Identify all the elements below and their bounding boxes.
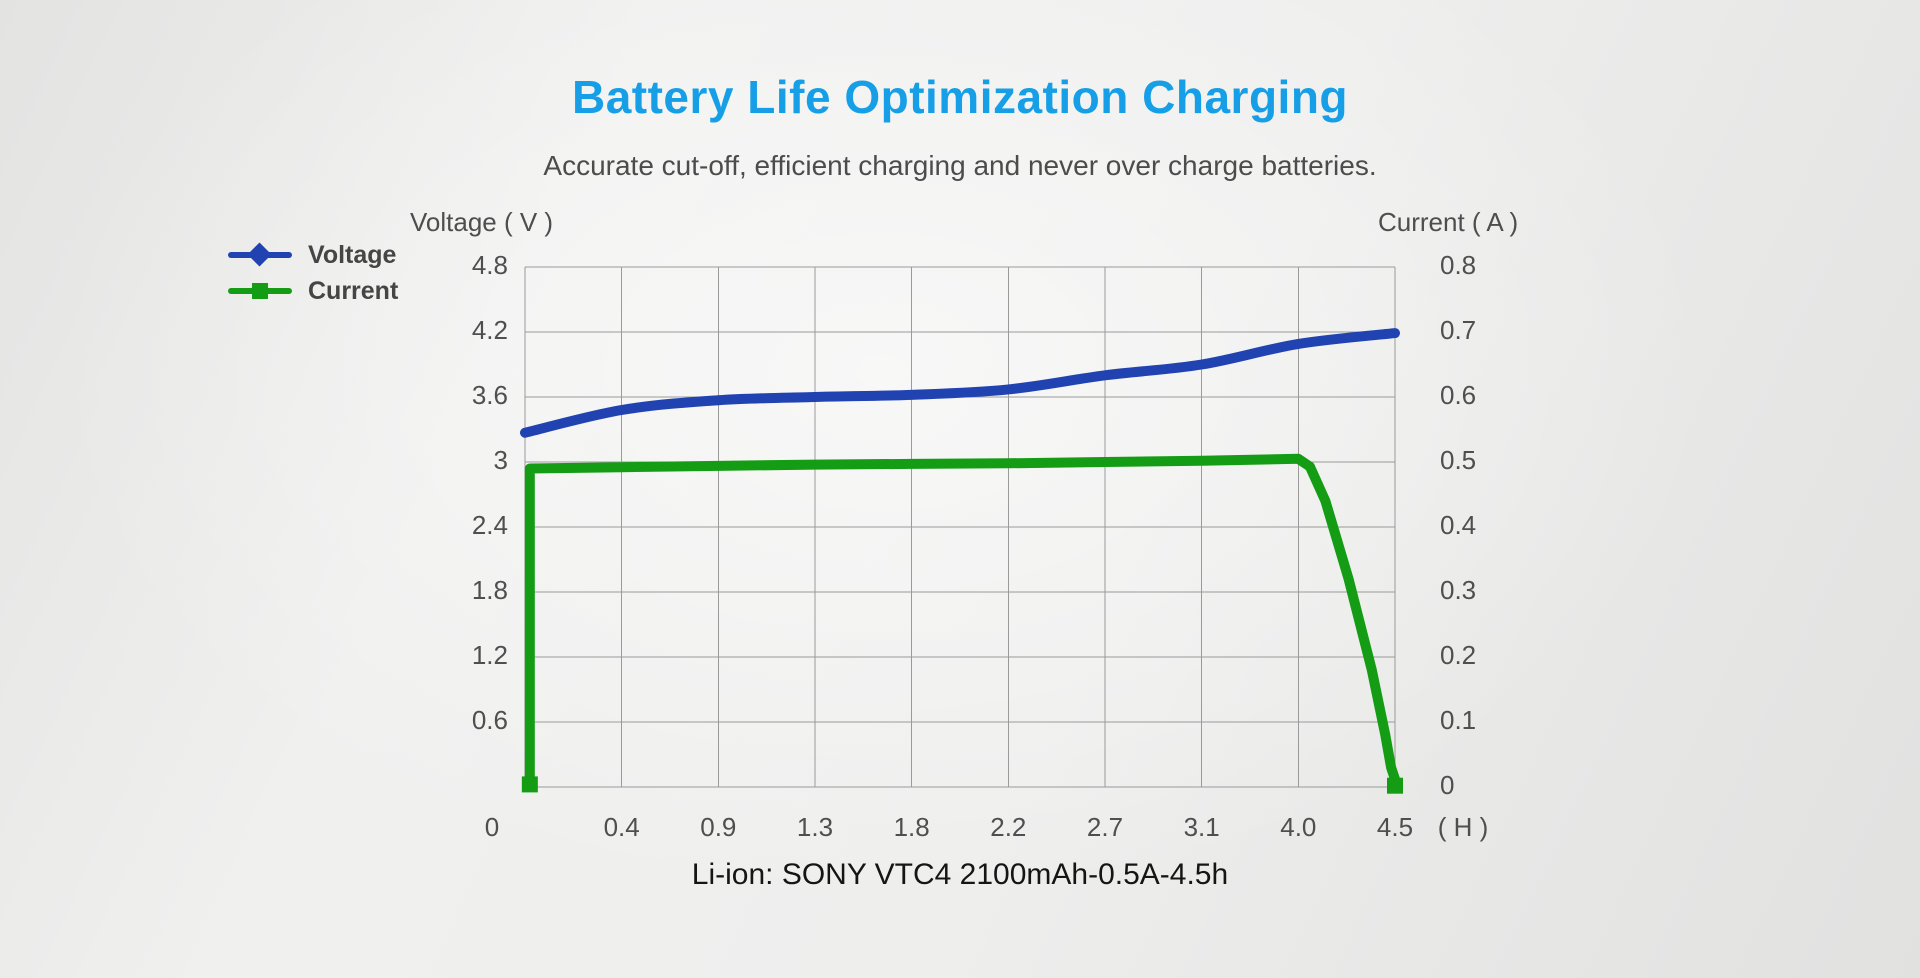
current-line-square-icon: [228, 279, 292, 303]
x-axis-tick: 2.7: [1086, 812, 1124, 842]
x-axis-tick: 4.0: [1280, 812, 1317, 842]
current-end-markers: [521, 776, 1403, 794]
legend-label-current: Current: [308, 276, 399, 305]
x-axis-tick: 0.4: [603, 812, 640, 842]
x-axis-tick: 1.3: [796, 812, 834, 842]
legend: Voltage Current: [228, 237, 398, 309]
right-axis-tick: 0.8: [1440, 250, 1477, 280]
grid-lines: [524, 266, 1396, 788]
right-axis-tick: 0.1: [1440, 705, 1477, 735]
voltage-line-diamond-icon: [228, 242, 292, 267]
page-title: Battery Life Optimization Charging: [571, 71, 1349, 123]
right-axis-tick: 0.3: [1440, 575, 1477, 605]
page-subtitle: Accurate cut-off, efficient charging and…: [543, 150, 1377, 181]
right-axis-tick: 0.6: [1440, 380, 1477, 410]
right-axis-tick: 0: [1440, 770, 1455, 800]
left-axis-tick: 2.4: [471, 510, 508, 540]
left-axis-tick: 1.8: [471, 575, 508, 605]
current-square-marker: [1387, 777, 1403, 794]
chart-caption: Li-ion: SONY VTC4 2100mAh-0.5A-4.5h: [691, 858, 1229, 891]
legend-item-current: Current: [228, 273, 398, 309]
legend-item-voltage: Voltage: [228, 237, 398, 273]
x-axis-tick: 3.1: [1183, 812, 1220, 842]
right-axis-tick: 0.5: [1440, 445, 1477, 475]
left-axis-tick: 0.6: [471, 705, 508, 735]
left-axis-tick: 4.8: [471, 250, 508, 280]
x-axis-tick: 0: [484, 812, 500, 842]
right-axis-title: Current ( A ): [1378, 207, 1519, 237]
right-axis-tick: 0.2: [1440, 640, 1477, 670]
right-axis-tick: 0.4: [1440, 510, 1477, 540]
x-axis-tick: 4.5: [1376, 812, 1414, 842]
x-axis-tick: 1.8: [893, 812, 930, 842]
left-axis-tick: 1.2: [471, 640, 508, 670]
left-axis-tick: 3.6: [471, 380, 508, 410]
left-axis-tick: 3: [493, 445, 508, 475]
left-axis-title: Voltage ( V ): [410, 207, 554, 237]
current-square-marker: [521, 776, 538, 793]
legend-label-voltage: Voltage: [308, 240, 397, 269]
x-axis-tick: 0.9: [700, 812, 737, 842]
voltage-line: [520, 328, 1400, 438]
x-axis-tick: 2.2: [990, 812, 1027, 842]
left-axis-tick: 4.2: [471, 315, 508, 345]
right-axis-tick: 0.7: [1440, 315, 1477, 345]
x-axis-unit-label: ( H ): [1437, 812, 1489, 842]
current-line: [524, 453, 1400, 790]
